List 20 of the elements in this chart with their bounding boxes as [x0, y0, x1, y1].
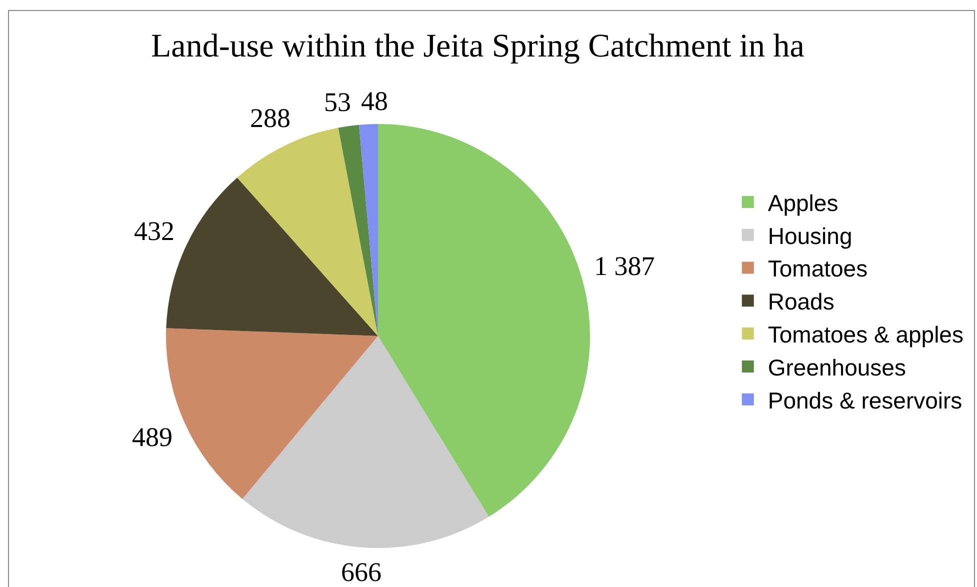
pie-slice — [338, 124, 378, 336]
legend-label: Tomatoes — [768, 256, 868, 282]
legend-label: Housing — [768, 222, 852, 249]
data-label: 288 — [250, 103, 290, 133]
legend-label: Greenhouses — [768, 354, 906, 380]
legend-label: Tomatoes & apples — [768, 322, 964, 348]
pie-slice — [378, 124, 590, 517]
pie-slice — [242, 336, 489, 548]
data-label: 48 — [361, 86, 388, 116]
data-label: 666 — [341, 557, 382, 587]
data-label: 1 387 — [594, 251, 655, 281]
chart-title: Land-use within the Jeita Spring Catchment in ha — [151, 28, 805, 65]
legend-label: Ponds & reservoirs — [768, 387, 962, 414]
pie-slice — [237, 128, 378, 336]
data-label: 489 — [132, 422, 172, 452]
legend-label: Apples — [768, 190, 838, 216]
legend-label: Roads — [768, 288, 834, 315]
pie-slice — [359, 124, 378, 336]
data-label: 432 — [134, 216, 174, 246]
data-label: 53 — [324, 87, 351, 117]
